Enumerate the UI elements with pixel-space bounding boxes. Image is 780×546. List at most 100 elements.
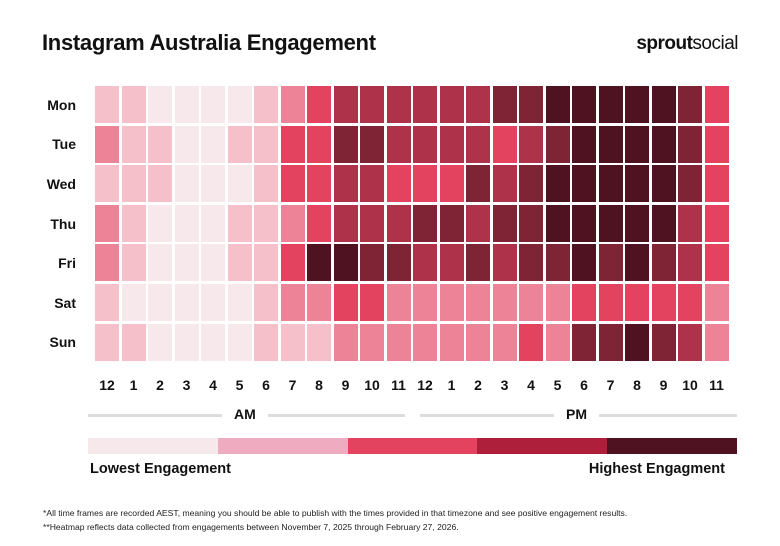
heatmap-cell xyxy=(678,244,702,282)
heatmap-cell xyxy=(572,86,596,124)
heatmap-cell xyxy=(280,284,305,322)
heatmap-cell xyxy=(439,165,464,203)
heatmap-cell xyxy=(598,244,623,282)
pm-label: PM xyxy=(554,406,599,422)
heatmap-cell xyxy=(333,165,358,203)
heatmap-cell xyxy=(572,323,596,361)
heatmap-cell xyxy=(651,244,676,282)
heatmap-cell xyxy=(360,284,384,322)
heatmap-cell xyxy=(545,284,570,322)
heatmap-cell xyxy=(254,323,278,361)
chart-title: Instagram Australia Engagement xyxy=(42,30,376,55)
heatmap-cell xyxy=(413,86,437,124)
column-label: 6 xyxy=(580,377,588,393)
heatmap-cell xyxy=(174,125,199,163)
heatmap-cell xyxy=(280,204,305,242)
heatmap-cell xyxy=(651,204,676,242)
heatmap-cell xyxy=(625,165,649,203)
row-label-mon: Mon xyxy=(47,96,76,113)
heatmap-cell xyxy=(121,204,146,242)
heatmap-cell xyxy=(466,165,490,203)
heatmap-cell xyxy=(439,86,464,124)
heatmap-cell xyxy=(598,323,623,361)
heatmap-cell xyxy=(280,244,305,282)
heatmap-cell xyxy=(307,323,331,361)
heatmap-cell xyxy=(466,125,490,163)
heatmap-cell xyxy=(148,284,172,322)
heatmap-cell xyxy=(307,125,331,163)
heatmap-cell xyxy=(572,165,596,203)
heatmap-cell xyxy=(333,204,358,242)
heatmap-cell xyxy=(227,86,252,124)
heatmap-cell xyxy=(413,165,437,203)
heatmap-cell xyxy=(386,204,411,242)
heatmap-cell xyxy=(148,204,172,242)
heatmap-cell xyxy=(386,125,411,163)
heatmap-cell xyxy=(386,244,411,282)
column-label: 12 xyxy=(99,377,115,393)
heatmap-cell xyxy=(625,204,649,242)
heatmap-cell xyxy=(148,86,172,124)
heatmap-cell xyxy=(201,284,225,322)
heatmap-cell xyxy=(227,284,252,322)
heatmap-cell xyxy=(174,323,199,361)
legend-swatch xyxy=(217,438,348,454)
heatmap-cell xyxy=(492,125,517,163)
heatmap-cell xyxy=(704,86,729,124)
column-label: 2 xyxy=(156,377,164,393)
legend-high-label: Highest Engagment xyxy=(588,461,725,477)
heatmap-cell xyxy=(545,244,570,282)
heatmap-cell xyxy=(439,284,464,322)
heatmap-cell xyxy=(466,86,490,124)
heatmap-cell xyxy=(439,204,464,242)
heatmap-cell xyxy=(519,86,543,124)
heatmap-cell xyxy=(121,165,146,203)
heatmap-cell xyxy=(280,125,305,163)
column-label: 8 xyxy=(633,377,641,393)
heatmap-cell xyxy=(360,86,384,124)
heatmap-cell xyxy=(360,125,384,163)
heatmap-cell xyxy=(598,86,623,124)
heatmap-cell xyxy=(148,323,172,361)
heatmap-cell xyxy=(704,284,729,322)
heatmap-cell xyxy=(704,165,729,203)
footnote-1: *All time frames are recorded AEST, mean… xyxy=(43,508,628,518)
heatmap-cell xyxy=(95,244,119,282)
heatmap-cell xyxy=(280,86,305,124)
heatmap-cell xyxy=(678,125,702,163)
column-label: 3 xyxy=(500,377,509,393)
row-label-wed: Wed xyxy=(46,176,76,192)
heatmap-cell xyxy=(598,165,623,203)
heatmap-cell xyxy=(545,125,570,163)
heatmap-cell xyxy=(598,204,623,242)
column-label: 8 xyxy=(315,377,323,393)
heatmap-cell xyxy=(333,125,358,163)
heatmap-cell xyxy=(174,244,199,282)
heatmap-cell xyxy=(148,165,172,203)
heatmap-cell xyxy=(227,165,252,203)
column-label: 11 xyxy=(391,377,406,393)
heatmap-cell xyxy=(227,125,252,163)
heatmap-cell xyxy=(492,165,517,203)
heatmap-cell xyxy=(413,284,437,322)
column-label: 10 xyxy=(364,377,380,393)
heatmap-cell xyxy=(307,284,331,322)
heatmap-cell xyxy=(572,125,596,163)
heatmap-cell xyxy=(651,165,676,203)
legend-swatch xyxy=(347,438,478,454)
row-label-thu: Thu xyxy=(50,215,76,232)
column-label: 9 xyxy=(341,377,350,393)
heatmap-cell xyxy=(704,244,729,282)
heatmap-cell xyxy=(95,204,119,242)
sprout-social-logo: sproutsocial xyxy=(636,33,738,55)
heatmap-cell xyxy=(519,244,543,282)
column-label: 12 xyxy=(417,377,433,393)
heatmap-cell xyxy=(492,284,517,322)
heatmap-cell xyxy=(678,284,702,322)
heatmap-cell xyxy=(95,86,119,124)
heatmap-cell xyxy=(121,284,146,322)
heatmap-cell xyxy=(280,165,305,203)
heatmap-cell xyxy=(148,244,172,282)
heatmap-cell xyxy=(466,323,490,361)
heatmap-cell xyxy=(439,244,464,282)
